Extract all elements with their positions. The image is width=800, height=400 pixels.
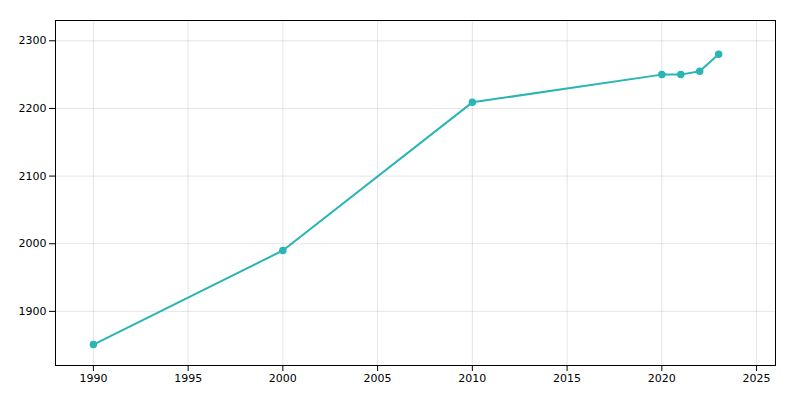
- svg-text:2020: 2020: [648, 372, 676, 385]
- svg-text:2010: 2010: [458, 372, 486, 385]
- svg-text:2100: 2100: [19, 170, 47, 183]
- svg-text:2025: 2025: [743, 372, 771, 385]
- svg-text:2000: 2000: [19, 237, 47, 250]
- svg-text:1990: 1990: [79, 372, 107, 385]
- svg-text:2300: 2300: [19, 34, 47, 47]
- svg-text:2005: 2005: [364, 372, 392, 385]
- svg-text:1900: 1900: [19, 305, 47, 318]
- svg-text:2200: 2200: [19, 102, 47, 115]
- svg-text:2000: 2000: [269, 372, 297, 385]
- svg-text:2015: 2015: [553, 372, 581, 385]
- svg-text:1995: 1995: [174, 372, 202, 385]
